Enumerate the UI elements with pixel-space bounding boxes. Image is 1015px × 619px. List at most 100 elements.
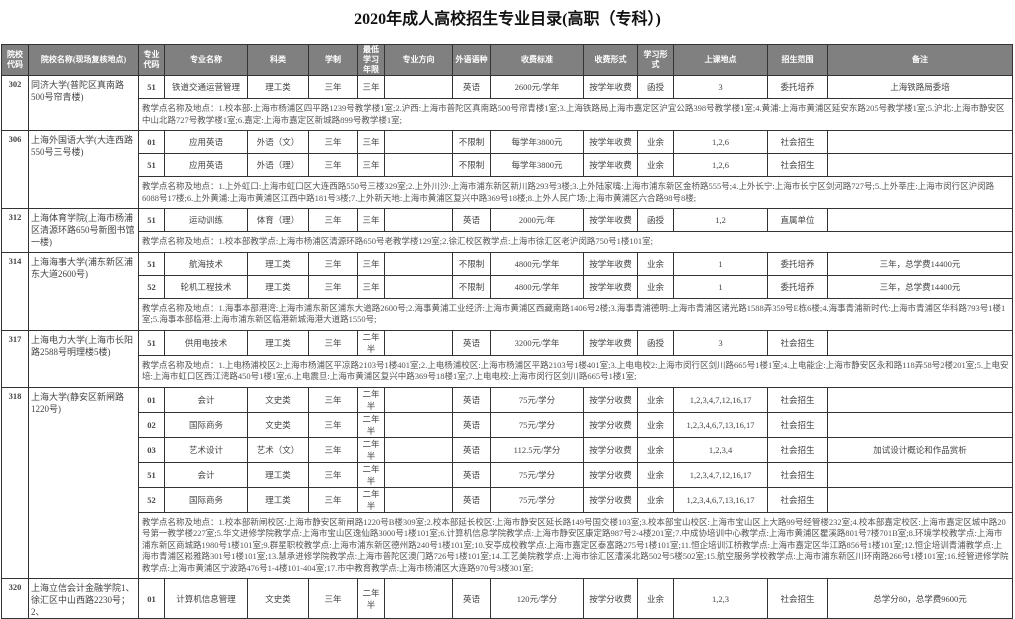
notes-row: 教学点名称及地点：1.海事本部港湾:上海市浦东新区浦东大道路2600号;2.海事… bbox=[2, 297, 1013, 331]
foreign-language: 英语 bbox=[452, 486, 491, 513]
teaching-locations-note: 教学点名称及地点：1.校本部教学点:上海市杨浦区清源环路650号老教学楼129室… bbox=[138, 231, 1013, 253]
fee-type: 按学年收费 bbox=[583, 153, 638, 177]
subject-category: 理工类 bbox=[247, 274, 309, 299]
remarks: 三年，总学费14400元 bbox=[827, 251, 1013, 276]
table-row: 320 上海立信会计金融学院1、徐汇区中山西路2230号；2、 01 计算机信息管理文… bbox=[1, 578, 1013, 619]
fee-type: 按学分收费 bbox=[583, 386, 638, 413]
major-direction bbox=[384, 329, 453, 356]
major-direction bbox=[384, 461, 453, 488]
tuition: 75元/学分 bbox=[490, 486, 584, 513]
tuition: 每学年3800元 bbox=[490, 153, 584, 177]
foreign-language: 不限制 bbox=[452, 130, 491, 154]
major-direction bbox=[384, 130, 453, 154]
school-code: 314 bbox=[1, 251, 29, 331]
table-row: 302 同济大学(普陀区真南路500号帘青楼) 51 铁道交通运营管理 理工类 三年 三年英… bbox=[1, 75, 1013, 131]
remarks: 三年，总学费14400元 bbox=[827, 274, 1013, 299]
teaching-locations-note: 教学点名称及地点：1.海事本部港湾:上海市浦东新区浦东大道路2600号;2.海事… bbox=[138, 297, 1013, 331]
foreign-language: 英语 bbox=[452, 329, 491, 356]
program-catalog-table: 院校代码 院校名称(现场复核地点) 专业代码 专业名称 科类 学制 最低学习年限 专业方向 外语… bbox=[1, 44, 1013, 619]
major-name: 计算机信息管理 bbox=[164, 578, 248, 619]
fee-type: 按学年收费 bbox=[583, 251, 638, 276]
foreign-language: 英语 bbox=[452, 411, 491, 438]
duration: 三年 bbox=[308, 75, 358, 99]
header-study-mode: 学习形式 bbox=[637, 44, 674, 76]
min-study-years: 二年半 bbox=[357, 436, 385, 463]
major-direction bbox=[384, 386, 453, 413]
class-location: 3 bbox=[673, 329, 768, 356]
major-code: 51 bbox=[138, 251, 165, 276]
fee-type: 按学分收费 bbox=[583, 578, 638, 619]
major-code: 02 bbox=[138, 411, 165, 438]
major-name: 会计 bbox=[164, 461, 248, 488]
enrollment-scope: 直属单位 bbox=[767, 208, 828, 232]
foreign-language: 英语 bbox=[452, 436, 491, 463]
duration: 三年 bbox=[308, 329, 358, 356]
remarks bbox=[827, 461, 1013, 488]
foreign-language: 英语 bbox=[452, 461, 491, 488]
major-name: 艺术设计 bbox=[164, 436, 248, 463]
min-study-years: 三年 bbox=[357, 153, 385, 177]
header-major-direction: 专业方向 bbox=[384, 44, 453, 76]
table-row: 51 会计 理工类 三年 二年半 英语 75元/学分 按学分收费 业余 1,2,3,4,7,12,… bbox=[2, 461, 1013, 488]
class-location: 1 bbox=[673, 251, 768, 276]
enrollment-scope: 委托培养 bbox=[767, 251, 828, 276]
remarks bbox=[827, 153, 1013, 177]
min-study-years: 二年半 bbox=[357, 578, 385, 619]
duration: 三年 bbox=[308, 386, 358, 413]
enrollment-scope: 社会招生 bbox=[767, 436, 828, 463]
fee-type: 按学年收费 bbox=[583, 130, 638, 154]
duration: 三年 bbox=[308, 411, 358, 438]
remarks bbox=[827, 130, 1013, 154]
table-row: 314 上海海事大学(浦东新区浦东大道2600号) 51 航海技术 理工类 三年 三年 不限制… bbox=[1, 251, 1013, 331]
min-study-years: 三年 bbox=[357, 251, 385, 276]
duration: 三年 bbox=[308, 274, 358, 299]
subject-category: 理工类 bbox=[247, 251, 309, 276]
teaching-locations-note: 教学点名称及地点：1.上电杨浦校区2:上海市杨浦区平凉路2103号1楼401室;… bbox=[138, 354, 1013, 388]
min-study-years: 二年半 bbox=[357, 461, 385, 488]
major-direction bbox=[384, 486, 453, 513]
school-name: 上海海事大学(浦东新区浦东大道2600号) bbox=[28, 251, 139, 331]
min-study-years: 三年 bbox=[357, 208, 385, 232]
min-study-years: 二年半 bbox=[357, 386, 385, 413]
duration: 三年 bbox=[308, 251, 358, 276]
foreign-language: 英语 bbox=[452, 386, 491, 413]
enrollment-scope: 社会招生 bbox=[767, 411, 828, 438]
remarks bbox=[827, 329, 1013, 356]
notes-row: 教学点名称及地点：1.上电杨浦校区2:上海市杨浦区平凉路2103号1楼401室;… bbox=[2, 354, 1013, 388]
study-mode: 函授 bbox=[637, 329, 674, 356]
tuition: 112.5元/学分 bbox=[490, 436, 584, 463]
class-location: 1,2,6 bbox=[673, 153, 768, 177]
major-direction bbox=[384, 208, 453, 232]
class-location: 3 bbox=[673, 75, 768, 99]
min-study-years: 二年半 bbox=[357, 329, 385, 356]
class-location: 1,2 bbox=[673, 208, 768, 232]
school-code: 317 bbox=[1, 329, 29, 388]
tuition: 75元/学分 bbox=[490, 411, 584, 438]
class-location: 1 bbox=[673, 274, 768, 299]
duration: 三年 bbox=[308, 461, 358, 488]
subject-category: 体育（理） bbox=[247, 208, 309, 232]
study-mode: 业余 bbox=[637, 461, 674, 488]
remarks: 上海铁路局委培 bbox=[827, 75, 1013, 99]
subject-category: 艺术（文） bbox=[247, 436, 309, 463]
subject-category: 文史类 bbox=[247, 386, 309, 413]
study-mode: 业余 bbox=[637, 153, 674, 177]
header-foreign-language: 外语语种 bbox=[452, 44, 491, 76]
major-code: 51 bbox=[138, 329, 165, 356]
class-location: 1,2,6 bbox=[673, 130, 768, 154]
fee-type: 按学分收费 bbox=[583, 486, 638, 513]
table-header-row: 院校代码 院校名称(现场复核地点) 专业代码 专业名称 科类 学制 最低学习年限 专业方向 外语… bbox=[1, 44, 1013, 76]
study-mode: 业余 bbox=[637, 251, 674, 276]
major-direction bbox=[384, 578, 453, 619]
duration: 三年 bbox=[308, 486, 358, 513]
table-row: 306 上海外国语大学(大连西路550号三号楼) 01 应用英语 外语（文） 三年 三年 不限… bbox=[1, 130, 1013, 209]
fee-type: 按学年收费 bbox=[583, 274, 638, 299]
enrollment-scope: 社会招生 bbox=[767, 130, 828, 154]
school-name: 上海体育学院(上海市杨浦区清源环路650号新图书馆一楼) bbox=[28, 208, 139, 253]
tuition: 4800元/学年 bbox=[490, 251, 584, 276]
subject-category: 理工类 bbox=[247, 486, 309, 513]
enrollment-scope: 社会招生 bbox=[767, 386, 828, 413]
duration: 三年 bbox=[308, 208, 358, 232]
school-code: 302 bbox=[1, 75, 29, 131]
major-code: 52 bbox=[138, 486, 165, 513]
